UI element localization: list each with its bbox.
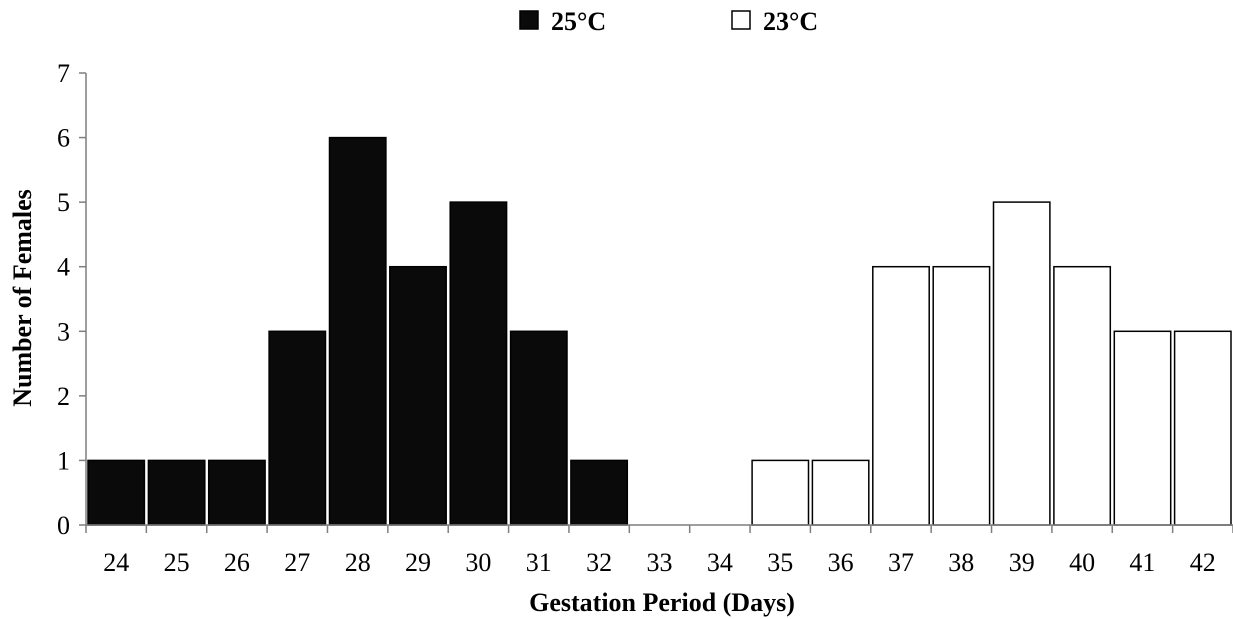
bar-23c-42 <box>1173 330 1232 526</box>
bar-23c-39 <box>992 201 1051 526</box>
bar-25c-27 <box>268 330 327 526</box>
y-axis-title: Number of Females <box>8 189 37 407</box>
bar-23c-41 <box>1113 330 1172 526</box>
x-tick-label: 34 <box>707 548 733 577</box>
bar-25c-24 <box>87 459 146 526</box>
bar-25c-29 <box>389 265 447 526</box>
y-tick-label: 0 <box>57 511 70 540</box>
bar-23c-37 <box>872 265 930 526</box>
y-tick-label: 7 <box>57 59 70 88</box>
x-tick-label: 26 <box>224 548 250 577</box>
x-tick-label: 39 <box>1009 548 1035 577</box>
bar-23c-36 <box>811 459 870 526</box>
y-tick-label: 6 <box>57 124 70 153</box>
x-tick-label: 42 <box>1190 548 1216 577</box>
x-tick-label: 32 <box>586 548 612 577</box>
x-tick-label: 33 <box>647 548 673 577</box>
y-tick-label: 5 <box>57 188 70 217</box>
legend: 25°C 23°C <box>519 7 818 36</box>
legend-label-23c: 23°C <box>763 7 818 36</box>
y-tick-label: 2 <box>57 382 70 411</box>
bar-23c-40 <box>1053 265 1112 526</box>
bar-25c-28 <box>328 136 387 526</box>
x-tick-label: 37 <box>888 548 914 577</box>
x-tick-label: 31 <box>526 548 552 577</box>
x-tick-label: 30 <box>465 548 491 577</box>
legend-label-25c: 25°C <box>551 7 606 36</box>
x-tick-label: 24 <box>103 548 129 577</box>
bars-layer <box>87 136 1232 526</box>
y-tick-label: 3 <box>57 317 70 346</box>
x-tick-label: 36 <box>828 548 854 577</box>
x-tick-label: 29 <box>405 548 431 577</box>
x-tick-label: 25 <box>164 548 190 577</box>
x-tick-label: 38 <box>948 548 974 577</box>
bar-25c-31 <box>509 330 568 526</box>
bar-25c-25 <box>147 459 206 526</box>
x-tick-label: 35 <box>767 548 793 577</box>
y-tick-label: 4 <box>57 253 70 282</box>
y-tick-label: 1 <box>57 446 70 475</box>
bar-25c-26 <box>207 459 266 526</box>
bar-23c-35 <box>751 459 810 526</box>
bar-23c-38 <box>932 265 991 526</box>
bar-25c-30 <box>449 201 508 526</box>
x-tick-label: 41 <box>1129 548 1155 577</box>
bar-25c-32 <box>570 459 629 526</box>
x-tick-label: 27 <box>284 548 310 577</box>
x-tick-label: 40 <box>1069 548 1095 577</box>
legend-swatch-25c <box>519 10 539 30</box>
legend-swatch-23c <box>731 10 751 30</box>
x-axis-title: Gestation Period (Days) <box>529 588 795 617</box>
x-tick-label: 28 <box>345 548 371 577</box>
